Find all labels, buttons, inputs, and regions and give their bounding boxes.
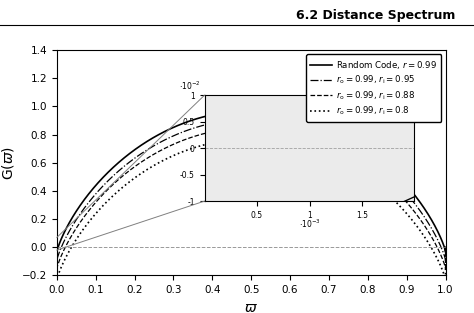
Random Code, $r = 0.99$ [412, 194, 418, 198]
Line: $r_\mathrm{o} = 0.99$, $r_\mathrm{i} = 0.8$: $r_\mathrm{o} = 0.99$, $r_\mathrm{i} = 0… [57, 139, 446, 280]
$r_\mathrm{o} = 0.99$, $r_\mathrm{i} = 0.88$ [412, 211, 418, 215]
$r_\mathrm{o} = 0.99$, $r_\mathrm{i} = 0.88$ [262, 126, 267, 130]
Random Code, $r = 0.99$ [111, 165, 117, 168]
$r_\mathrm{o} = 0.99$, $r_\mathrm{i} = 0.95$ [262, 118, 267, 121]
Random Code, $r = 0.99$ [54, 245, 60, 249]
$r_\mathrm{o} = 0.99$, $r_\mathrm{i} = 0.8$ [292, 142, 297, 146]
$r_\mathrm{o} = 0.99$, $r_\mathrm{i} = 0.88$ [443, 266, 448, 270]
$r_\mathrm{o} = 0.99$, $r_\mathrm{i} = 0.8$ [222, 139, 228, 143]
$r_\mathrm{o} = 0.99$, $r_\mathrm{i} = 0.95$ [54, 245, 60, 249]
Random Code, $r = 0.99$ [262, 109, 267, 113]
Line: Random Code, $r = 0.99$: Random Code, $r = 0.99$ [57, 111, 446, 251]
$r_\mathrm{o} = 0.99$, $r_\mathrm{i} = 0.88$ [142, 158, 148, 162]
$r_\mathrm{o} = 0.99$, $r_\mathrm{i} = 0.95$ [412, 203, 418, 206]
$r_\mathrm{o} = 0.99$, $r_\mathrm{i} = 0.8$ [142, 169, 148, 173]
$r_\mathrm{o} = 0.99$, $r_\mathrm{i} = 0.95$ [443, 258, 448, 262]
$r_\mathrm{o} = 0.99$, $r_\mathrm{i} = 0.8$ [262, 137, 267, 141]
X-axis label: $\varpi$: $\varpi$ [244, 301, 258, 313]
$r_\mathrm{o} = 0.99$, $r_\mathrm{i} = 0.95$ [443, 245, 448, 249]
Line: $r_\mathrm{o} = 0.99$, $r_\mathrm{i} = 0.95$: $r_\mathrm{o} = 0.99$, $r_\mathrm{i} = 0… [57, 119, 446, 260]
$r_\mathrm{o} = 0.99$, $r_\mathrm{i} = 0.8$ [54, 245, 60, 249]
$r_\mathrm{o} = 0.99$, $r_\mathrm{i} = 0.8$ [412, 222, 418, 226]
Random Code, $r = 0.99$ [222, 111, 228, 115]
Random Code, $r = 0.99$ [443, 249, 448, 253]
Y-axis label: G($\varpi$): G($\varpi$) [0, 146, 16, 180]
$r_\mathrm{o} = 0.99$, $r_\mathrm{i} = 0.95$ [111, 173, 117, 177]
$r_\mathrm{o} = 0.99$, $r_\mathrm{i} = 0.8$ [443, 245, 448, 249]
$r_\mathrm{o} = 0.99$, $r_\mathrm{i} = 0.8$ [248, 137, 254, 141]
Random Code, $r = 0.99$ [443, 245, 448, 249]
Legend: Random Code, $r = 0.99$, $r_\mathrm{o} = 0.99$, $r_\mathrm{i} = 0.95$, $r_\mathr: Random Code, $r = 0.99$, $r_\mathrm{o} =… [306, 54, 441, 121]
Text: 6.2 Distance Spectrum: 6.2 Distance Spectrum [296, 9, 455, 23]
$r_\mathrm{o} = 0.99$, $r_\mathrm{i} = 0.8$ [443, 278, 448, 281]
$r_\mathrm{o} = 0.99$, $r_\mathrm{i} = 0.95$ [248, 117, 254, 121]
$r_\mathrm{o} = 0.99$, $r_\mathrm{i} = 0.88$ [248, 126, 254, 130]
$r_\mathrm{o} = 0.99$, $r_\mathrm{i} = 0.95$ [222, 119, 228, 123]
$r_\mathrm{o} = 0.99$, $r_\mathrm{i} = 0.88$ [292, 131, 297, 135]
$r_\mathrm{o} = 0.99$, $r_\mathrm{i} = 0.95$ [292, 122, 297, 126]
$r_\mathrm{o} = 0.99$, $r_\mathrm{i} = 0.8$ [111, 193, 117, 197]
$r_\mathrm{o} = 0.99$, $r_\mathrm{i} = 0.95$ [142, 149, 148, 153]
$r_\mathrm{o} = 0.99$, $r_\mathrm{i} = 0.88$ [443, 245, 448, 249]
Random Code, $r = 0.99$ [248, 109, 254, 113]
$r_\mathrm{o} = 0.99$, $r_\mathrm{i} = 0.88$ [222, 128, 228, 131]
$r_\mathrm{o} = 0.99$, $r_\mathrm{i} = 0.88$ [54, 245, 60, 249]
$r_\mathrm{o} = 0.99$, $r_\mathrm{i} = 0.88$ [111, 182, 117, 185]
Line: $r_\mathrm{o} = 0.99$, $r_\mathrm{i} = 0.88$: $r_\mathrm{o} = 0.99$, $r_\mathrm{i} = 0… [57, 128, 446, 268]
Random Code, $r = 0.99$ [142, 141, 148, 145]
Random Code, $r = 0.99$ [292, 114, 297, 118]
